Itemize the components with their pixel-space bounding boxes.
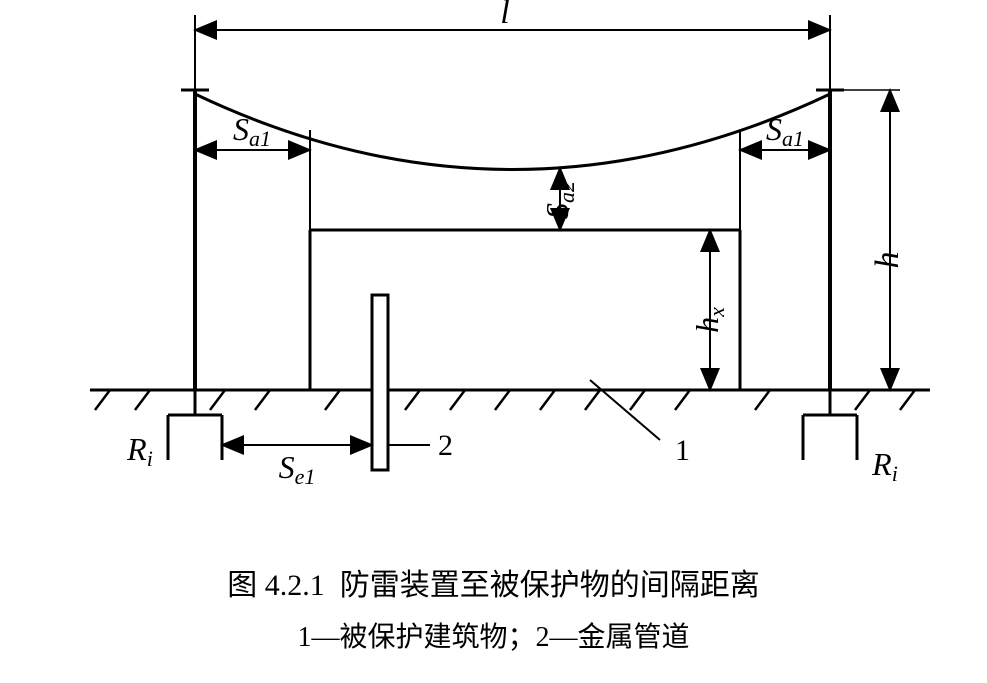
label-sa2: Sa2 bbox=[539, 181, 579, 219]
caption-text: 防雷装置至被保护物的间隔距离 bbox=[340, 569, 760, 602]
catenary-wire bbox=[195, 94, 830, 170]
label-ri-left: Ri bbox=[126, 431, 153, 471]
left-electrode bbox=[168, 390, 222, 460]
figure-legend: 1—被保护建筑物；2—金属管道 bbox=[0, 615, 987, 655]
label-hx: hx bbox=[689, 307, 729, 333]
label-sa1-left: Sa1 bbox=[233, 111, 271, 151]
metal-pipe bbox=[372, 295, 388, 470]
label-se1: Se1 bbox=[279, 449, 316, 489]
ground-hatching bbox=[95, 390, 915, 410]
figure-caption: 图 4.2.1 防雷装置至被保护物的间隔距离 bbox=[0, 560, 987, 604]
label-ref-2: 2 bbox=[438, 429, 453, 462]
label-sa1-right: Sa1 bbox=[766, 111, 804, 151]
legend-text: 1—被保护建筑物；2—金属管道 bbox=[297, 622, 689, 653]
label-ref-1: 1 bbox=[675, 434, 690, 467]
svg-text:Sa2: Sa2 bbox=[539, 181, 579, 219]
diagram-canvas: l h hx Sa1 Sa1 Sa2 Se1 Ri Ri 1 2 bbox=[0, 0, 987, 683]
caption-prefix: 图 4.2.1 bbox=[227, 569, 325, 602]
label-ri-right: Ri bbox=[871, 446, 898, 486]
label-span: l bbox=[500, 0, 509, 31]
label-height: h bbox=[869, 252, 906, 269]
right-electrode bbox=[803, 390, 857, 460]
svg-text:hx: hx bbox=[689, 307, 729, 333]
